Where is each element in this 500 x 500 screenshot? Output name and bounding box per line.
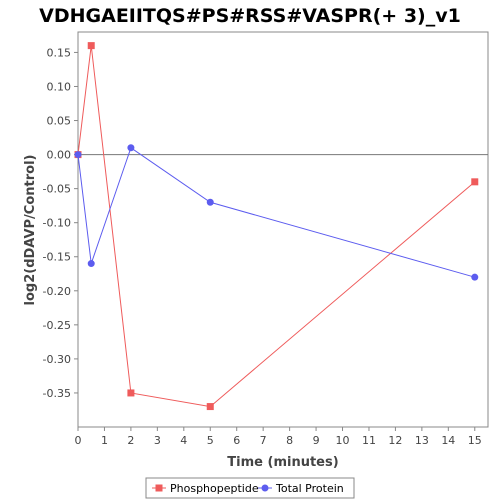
x-axis: 0 1 2 3 4 5 6 7 8 9 10 11 12 13 14 15: [75, 427, 482, 447]
x-tick-label: 10: [336, 434, 350, 447]
data-point-square: [127, 389, 135, 397]
data-point-square: [87, 42, 95, 50]
legend-marker-circle: [261, 484, 269, 492]
legend: Phosphopeptide Total Protein: [145, 477, 355, 499]
data-point-circle: [206, 198, 214, 206]
y-tick-label: 0.10: [47, 80, 72, 93]
series-layer: [74, 42, 479, 411]
y-tick-label: 0.05: [47, 115, 72, 128]
data-point-circle: [74, 151, 82, 159]
x-tick-label: 0: [75, 434, 82, 447]
y-axis-label: log2(dDAVP/Control): [23, 155, 38, 306]
data-point-circle: [127, 144, 135, 152]
x-tick-label: 2: [127, 434, 134, 447]
x-tick-label: 1: [101, 434, 108, 447]
x-tick-label: 14: [441, 434, 455, 447]
x-tick-label: 5: [207, 434, 214, 447]
y-tick-label: -0.10: [43, 217, 71, 230]
x-tick-label: 7: [260, 434, 267, 447]
y-axis: 0.15 0.10 0.05 0.00 -0.05 -0.10 -0.15 -0.20 -0.2…: [43, 46, 78, 400]
data-point-circle: [471, 273, 479, 281]
x-tick-label: 11: [362, 434, 376, 447]
y-tick-label: -0.30: [43, 353, 71, 366]
series-total-protein: [74, 144, 479, 281]
x-axis-label: Time (minutes): [227, 455, 338, 470]
y-tick-label: -0.20: [43, 285, 71, 298]
y-tick-label: -0.25: [43, 319, 71, 332]
x-tick-label: 15: [468, 434, 482, 447]
data-point-circle: [87, 260, 95, 268]
x-tick-label: 13: [415, 434, 429, 447]
legend-item: Phosphopeptide: [152, 482, 259, 495]
data-point-square: [206, 403, 214, 411]
x-tick-label: 4: [180, 434, 187, 447]
x-tick-label: 12: [388, 434, 402, 447]
plot-area: [77, 31, 489, 428]
legend-label: Total Protein: [275, 482, 344, 495]
legend-item: Total Protein: [258, 482, 344, 495]
y-tick-label: -0.15: [43, 251, 71, 264]
y-tick-label: 0.15: [47, 46, 72, 59]
y-tick-label: -0.05: [43, 183, 71, 196]
y-tick-label: 0.00: [47, 149, 72, 162]
x-tick-label: 9: [313, 434, 320, 447]
chart-title: VDHGAEIITQS#PS#RSS#VASPR(+ 3)_v1: [39, 5, 461, 27]
legend-label: Phosphopeptide: [170, 482, 259, 495]
x-tick-label: 8: [286, 434, 293, 447]
legend-box: [145, 477, 355, 499]
x-tick-label: 6: [233, 434, 240, 447]
y-tick-label: -0.35: [43, 387, 71, 400]
x-tick-label: 3: [154, 434, 161, 447]
legend-marker-square: [155, 484, 163, 492]
data-point-square: [471, 178, 479, 186]
